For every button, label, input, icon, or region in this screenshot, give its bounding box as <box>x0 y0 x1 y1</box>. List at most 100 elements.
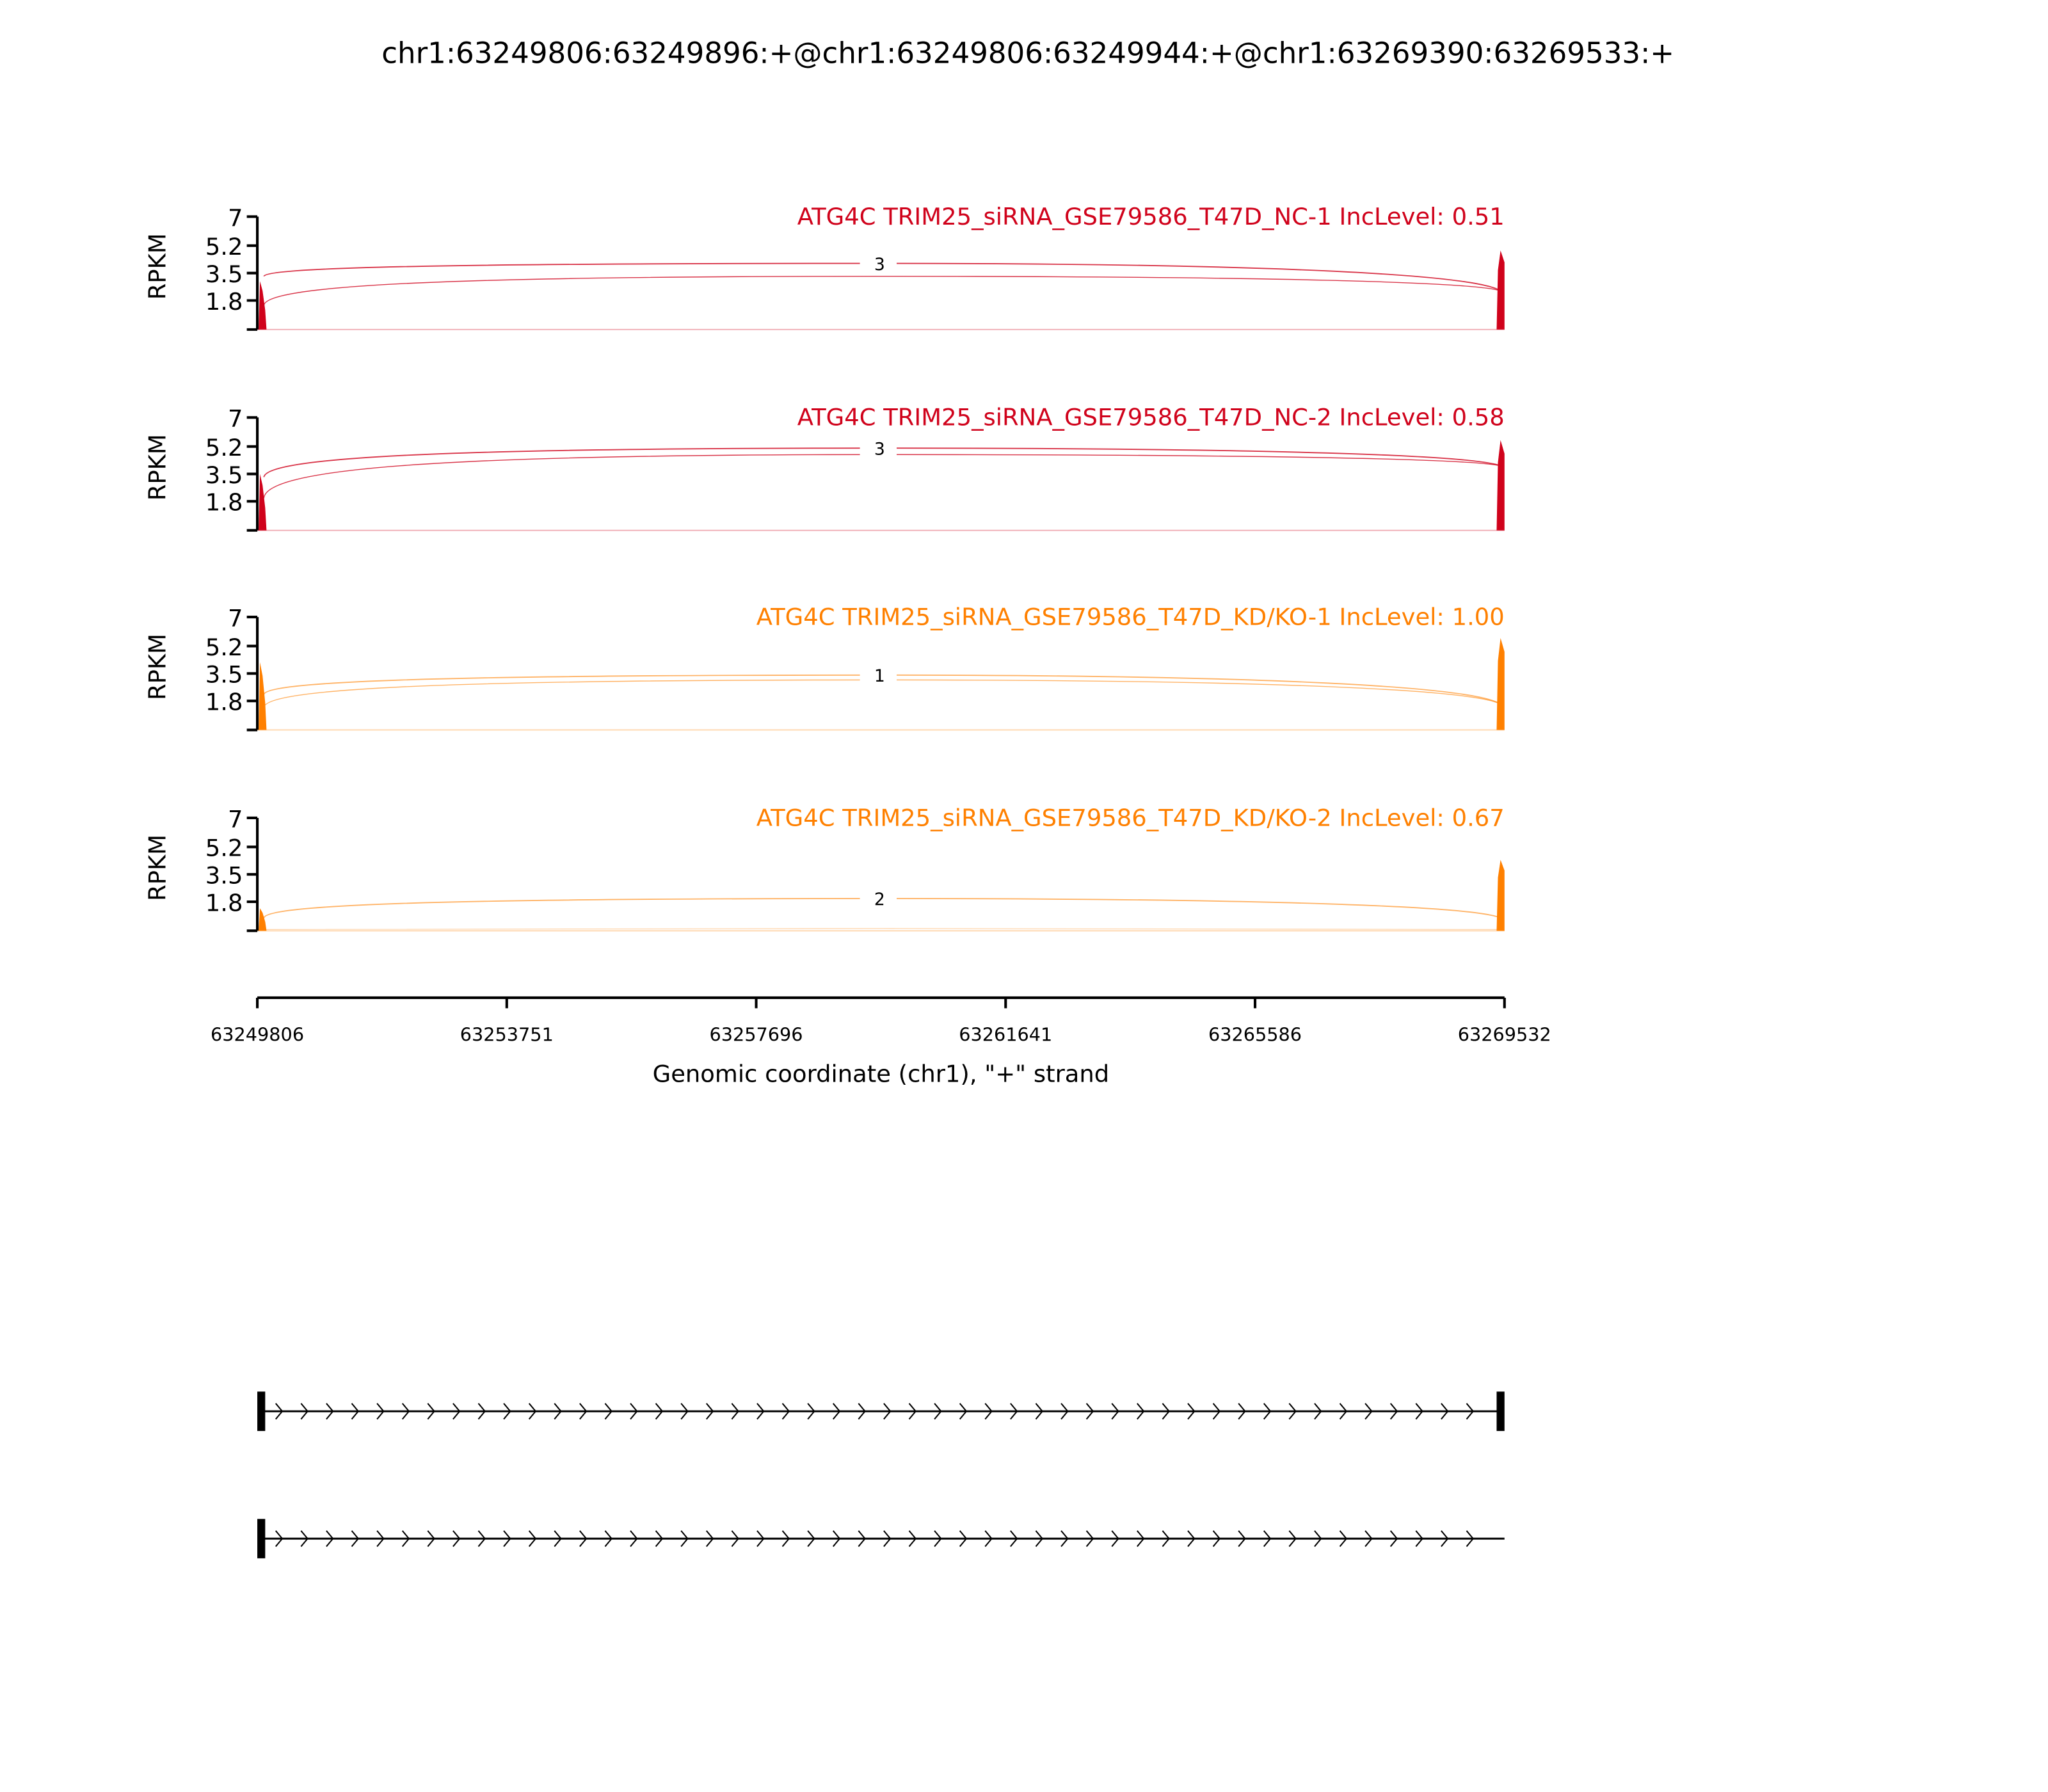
strand-chevron-icon <box>427 1530 435 1548</box>
strand-chevron-icon <box>984 1530 993 1548</box>
y-tick-label: 7 <box>228 604 243 632</box>
strand-chevron-icon <box>1111 1530 1119 1548</box>
strand-chevron-icon <box>756 1530 765 1548</box>
exon-block <box>1496 1391 1505 1431</box>
arc-label: 2 <box>874 890 885 909</box>
strand-chevron-icon <box>300 1530 308 1548</box>
strand-chevron-icon <box>528 1530 537 1548</box>
y-tick-label: 7 <box>228 805 243 833</box>
strand-chevron-icon <box>1364 1403 1373 1420</box>
strand-chevron-icon <box>275 1403 284 1420</box>
strand-chevron-icon <box>731 1403 739 1420</box>
strand-chevron-icon <box>1162 1403 1171 1420</box>
strand-chevron-icon <box>706 1403 714 1420</box>
left-exon-coverage <box>259 662 267 730</box>
y-axis-label: RPKM <box>143 835 171 901</box>
strand-chevron-icon <box>604 1403 613 1420</box>
strand-chevron-icon <box>427 1403 435 1420</box>
strand-chevron-icon <box>959 1530 968 1548</box>
strand-chevron-icon <box>326 1403 334 1420</box>
strand-chevron-icon <box>883 1530 892 1548</box>
right-exon-coverage <box>1496 637 1505 730</box>
strand-chevron-icon <box>1441 1530 1449 1548</box>
right-exon-coverage <box>1496 250 1505 330</box>
strand-chevron-icon <box>858 1403 866 1420</box>
strand-chevron-icon <box>1060 1530 1069 1548</box>
strand-chevron-icon <box>1010 1403 1018 1420</box>
strand-chevron-icon <box>1212 1530 1221 1548</box>
left-exon-coverage <box>259 281 267 330</box>
transcript-2 <box>257 1519 1505 1558</box>
x-tick-label: 63261641 <box>959 1024 1052 1046</box>
transcripts <box>257 1391 1505 1558</box>
strand-chevron-icon <box>1314 1403 1322 1420</box>
strand-chevron-icon <box>1263 1403 1272 1420</box>
strand-chevron-icon <box>883 1403 892 1420</box>
panel-2: 75.23.51.8 RPKM ATG4C TRIM25_siRNA_GSE7958… <box>143 404 1505 532</box>
strand-chevron-icon <box>756 1403 765 1420</box>
strand-chevron-icon <box>1288 1530 1297 1548</box>
y-tick-label: 7 <box>228 405 243 433</box>
strand-chevron-icon <box>781 1530 790 1548</box>
strand-chevron-icon <box>1288 1403 1297 1420</box>
x-axis: 63249806 63253751 63257696 63261641 63265586… <box>211 996 1551 1046</box>
strand-chevron-icon <box>604 1530 613 1548</box>
y-tick-label: 3.5 <box>205 862 243 890</box>
x-axis-label: Genomic coordinate (chr1), "+" strand <box>653 1060 1110 1087</box>
strand-chevron-icon <box>1035 1403 1044 1420</box>
y-tick-label: 5.2 <box>205 835 243 862</box>
exon-block <box>257 1519 266 1558</box>
strand-chevron-icon <box>528 1403 537 1420</box>
strand-chevron-icon <box>1238 1403 1246 1420</box>
panel-title: ATG4C TRIM25_siRNA_GSE79586_T47D_KD/KO-1… <box>756 603 1505 630</box>
strand-chevron-icon <box>1010 1530 1018 1548</box>
strand-chevron-icon <box>959 1403 968 1420</box>
strand-chevron-icon <box>1339 1403 1348 1420</box>
junction-arc <box>263 275 1501 306</box>
strand-chevron-icon <box>1364 1530 1373 1548</box>
junction-arc <box>264 928 1501 930</box>
strand-chevron-icon <box>781 1403 790 1420</box>
strand-chevron-icon <box>731 1530 739 1548</box>
x-tick-label: 63257696 <box>709 1024 803 1046</box>
strand-chevron-icon <box>326 1530 334 1548</box>
x-tick-label: 63249806 <box>211 1024 304 1046</box>
y-tick-label: 3.5 <box>205 260 243 288</box>
y-tick-label: 1.8 <box>205 489 243 516</box>
x-tick-label: 63269532 <box>1458 1024 1551 1046</box>
x-tick-label: 63253751 <box>460 1024 554 1046</box>
y-tick-label: 5.2 <box>205 233 243 260</box>
arc-label: 3 <box>874 255 885 275</box>
strand-chevron-icon <box>1060 1403 1069 1420</box>
strand-chevron-icon <box>401 1403 410 1420</box>
y-tick-label: 1.8 <box>205 689 243 716</box>
arc-label: 1 <box>874 666 885 686</box>
right-exon-coverage <box>1496 860 1505 931</box>
panel-3: 75.23.51.8 RPKM ATG4C TRIM25_siRNA_GSE7958… <box>143 603 1505 732</box>
strand-chevron-icon <box>477 1530 486 1548</box>
y-tick-label: 7 <box>228 204 243 232</box>
strand-chevron-icon <box>680 1530 689 1548</box>
strand-chevron-icon <box>351 1403 360 1420</box>
strand-chevron-icon <box>1238 1530 1246 1548</box>
strand-chevron-icon <box>630 1530 638 1548</box>
panel-title: ATG4C TRIM25_siRNA_GSE79586_T47D_NC-1 In… <box>797 203 1505 230</box>
y-tick-label: 1.8 <box>205 889 243 916</box>
strand-chevron-icon <box>680 1403 689 1420</box>
strand-chevron-icon <box>300 1403 308 1420</box>
strand-chevron-icon <box>655 1530 664 1548</box>
strand-chevron-icon <box>579 1403 588 1420</box>
strand-chevron-icon <box>477 1403 486 1420</box>
strand-chevron-icon <box>401 1530 410 1548</box>
strand-chevron-icon <box>832 1530 841 1548</box>
strand-chevron-icon <box>1339 1530 1348 1548</box>
left-exon-coverage <box>259 474 267 531</box>
strand-chevron-icon <box>376 1403 385 1420</box>
strand-chevron-icon <box>1415 1403 1423 1420</box>
strand-chevron-icon <box>503 1530 511 1548</box>
strand-chevron-icon <box>554 1530 562 1548</box>
y-tick-label: 3.5 <box>205 661 243 689</box>
y-tick-label: 5.2 <box>205 634 243 661</box>
